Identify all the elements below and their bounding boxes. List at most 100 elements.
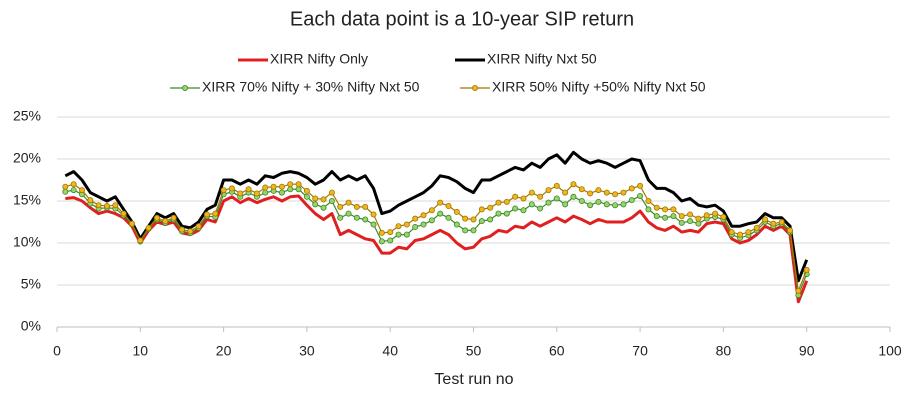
series-marker: [178, 226, 185, 233]
series-marker: [687, 218, 694, 225]
series-marker: [578, 197, 585, 204]
series-marker: [753, 224, 760, 231]
series-marker: [553, 195, 560, 202]
series-marker: [337, 214, 344, 221]
y-tick-label: 25%: [13, 108, 41, 124]
series-marker: [287, 186, 294, 193]
series-marker: [803, 266, 810, 273]
series-marker: [645, 206, 652, 213]
series-marker: [128, 220, 135, 227]
series-marker: [595, 198, 602, 205]
x-tick-label: 40: [382, 343, 398, 359]
series-marker: [478, 206, 485, 213]
series-marker: [95, 202, 102, 209]
series-marker: [795, 287, 802, 294]
series-marker: [278, 189, 285, 196]
series-marker: [420, 212, 427, 219]
x-tick-label: 80: [716, 343, 732, 359]
series-marker: [345, 199, 352, 206]
series-marker: [412, 215, 419, 222]
series-marker: [253, 190, 260, 197]
series-marker: [262, 189, 269, 196]
series-marker: [695, 220, 702, 227]
series-marker: [87, 197, 94, 204]
x-tick-label: 100: [878, 343, 902, 359]
series-marker: [495, 210, 502, 217]
y-tick-label: 5%: [21, 276, 41, 292]
series-marker: [728, 229, 735, 236]
series-marker: [145, 224, 152, 231]
series-marker: [420, 221, 427, 228]
series-marker: [695, 215, 702, 222]
series-marker: [295, 186, 302, 193]
series-marker: [653, 213, 660, 220]
legend-marker: [471, 85, 478, 92]
series-marker: [787, 227, 794, 234]
series-marker: [295, 181, 302, 188]
series-marker: [395, 223, 402, 230]
series-marker: [537, 193, 544, 200]
series-marker: [670, 206, 677, 213]
series-marker: [437, 210, 444, 217]
x-tick-label: 70: [632, 343, 648, 359]
series-marker: [603, 189, 610, 196]
series-marker: [345, 210, 352, 217]
series-marker: [520, 207, 527, 214]
series-marker: [462, 227, 469, 234]
series-marker: [387, 237, 394, 244]
series-marker: [637, 192, 644, 199]
series-marker: [370, 221, 377, 228]
series-marker: [770, 220, 777, 227]
series-marker: [453, 208, 460, 215]
y-tick-label: 20%: [13, 150, 41, 166]
series-marker: [553, 182, 560, 189]
series-marker: [370, 211, 377, 218]
series-marker: [78, 187, 85, 194]
x-tick-label: 10: [133, 343, 149, 359]
chart-title: Each data point is a 10-year SIP return: [290, 8, 634, 30]
series-marker: [687, 211, 694, 218]
series-marker: [337, 203, 344, 210]
series-marker: [70, 187, 77, 194]
series-marker: [487, 204, 494, 211]
series-marker: [678, 219, 685, 226]
series-marker: [528, 189, 535, 196]
series-marker: [395, 231, 402, 238]
x-axis-label: Test run no: [434, 371, 513, 388]
series-marker: [628, 185, 635, 192]
series-marker: [512, 193, 519, 200]
series-marker: [120, 210, 127, 217]
series-marker: [187, 228, 194, 235]
series-marker: [620, 189, 627, 196]
series-marker: [778, 218, 785, 225]
x-tick-label: 50: [466, 343, 482, 359]
series-marker: [578, 186, 585, 193]
y-tick-label: 0%: [21, 318, 41, 334]
series-marker: [245, 186, 252, 193]
series-marker: [528, 201, 535, 208]
series-marker: [478, 218, 485, 225]
series-marker: [470, 227, 477, 234]
series-marker: [153, 214, 160, 221]
series-marker: [545, 187, 552, 194]
series-marker: [712, 210, 719, 217]
series-marker: [303, 193, 310, 200]
series-marker: [162, 218, 169, 225]
series-marker: [737, 231, 744, 238]
series-marker: [320, 204, 327, 211]
series-marker: [520, 195, 527, 202]
series-marker: [453, 221, 460, 228]
legend-label: XIRR 50% Nifty +50% Nifty Nxt 50: [492, 79, 706, 95]
series-marker: [495, 199, 502, 206]
series-marker: [570, 193, 577, 200]
series-marker: [228, 185, 235, 192]
series-marker: [620, 201, 627, 208]
series-marker: [237, 190, 244, 197]
series-marker: [328, 197, 335, 204]
series-marker: [587, 190, 594, 197]
series-marker: [212, 210, 219, 217]
series-marker: [412, 224, 419, 231]
series-marker: [612, 191, 619, 198]
series-marker: [628, 197, 635, 204]
series-marker: [378, 238, 385, 245]
